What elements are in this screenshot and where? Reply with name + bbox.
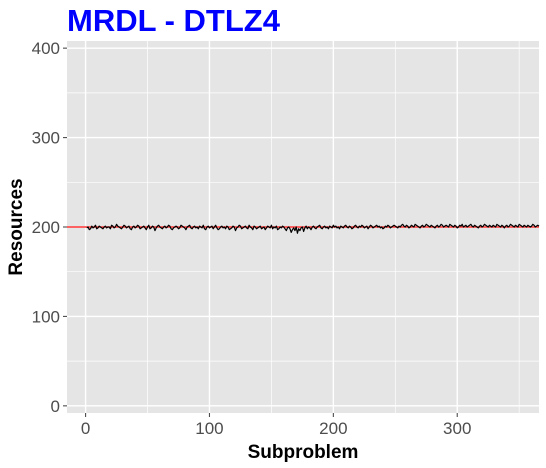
x-tick-label: 0 xyxy=(81,419,90,438)
y-tick-label: 0 xyxy=(51,397,60,416)
y-tick-label: 100 xyxy=(32,307,60,326)
x-tick-label: 200 xyxy=(319,419,347,438)
x-axis: 0 100 200 300 xyxy=(81,413,472,438)
y-tick-label: 400 xyxy=(32,39,60,58)
y-axis: 0 100 200 300 400 xyxy=(32,39,67,416)
y-tick-label: 300 xyxy=(32,129,60,148)
x-tick-label: 300 xyxy=(443,419,471,438)
y-tick-label: 200 xyxy=(32,218,60,237)
y-axis-title: Resources xyxy=(6,178,27,275)
x-axis-title: Subproblem xyxy=(248,442,359,463)
x-tick-label: 100 xyxy=(195,419,223,438)
chart-title: MRDL - DTLZ4 xyxy=(67,3,281,38)
